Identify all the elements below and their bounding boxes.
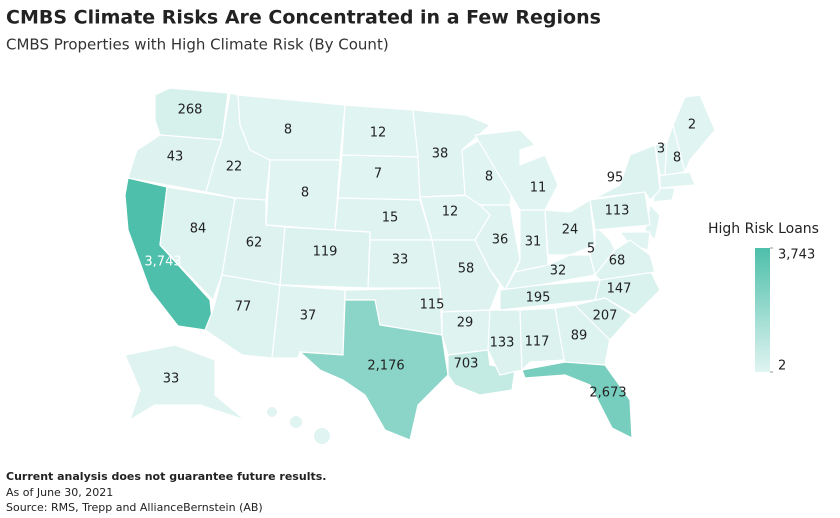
chart-title: CMBS Climate Risks Are Concentrated in a… xyxy=(6,7,601,29)
data-label: 8 xyxy=(284,123,292,138)
data-label: 207 xyxy=(593,309,618,324)
data-label: 8 xyxy=(301,186,309,201)
data-label: 12 xyxy=(442,205,459,220)
note: Current analysis does not guarantee futu… xyxy=(6,470,326,483)
state xyxy=(298,299,449,441)
data-label: 32 xyxy=(550,264,567,279)
state xyxy=(474,204,521,292)
island xyxy=(290,416,302,428)
data-label: 12 xyxy=(370,126,387,141)
data-label: 36 xyxy=(492,233,509,248)
data-label: 37 xyxy=(300,309,317,324)
data-label: 95 xyxy=(607,171,624,186)
legend-title: High Risk Loans xyxy=(708,221,819,237)
state xyxy=(589,223,616,277)
island xyxy=(267,407,277,417)
data-label: 703 xyxy=(454,357,479,372)
data-label: 117 xyxy=(525,335,550,350)
data-label: 22 xyxy=(226,160,243,175)
data-label: 29 xyxy=(457,316,474,331)
data-label: 15 xyxy=(382,211,399,226)
data-label: 113 xyxy=(605,204,630,219)
data-label: 7 xyxy=(374,167,382,182)
state xyxy=(474,129,559,211)
data-label: 2,673 xyxy=(589,386,626,401)
data-label: 115 xyxy=(420,298,445,313)
data-label: 43 xyxy=(167,150,184,165)
state xyxy=(672,94,716,174)
state xyxy=(554,304,611,366)
note: Source: RMS, Trepp and AllianceBernstein… xyxy=(6,501,263,514)
state-shape xyxy=(618,231,651,251)
colorbar-tick-label: 3,743 xyxy=(778,248,815,263)
state xyxy=(447,349,516,396)
colorbar-tick-label: 2 xyxy=(778,359,786,374)
state xyxy=(594,144,661,201)
data-label: 58 xyxy=(458,262,475,277)
data-label: 24 xyxy=(562,223,579,238)
labels: 268433,74384228862771193712715331152,176… xyxy=(144,103,696,401)
data-label: 89 xyxy=(571,329,588,344)
data-label: 11 xyxy=(530,181,547,196)
data-label: 147 xyxy=(607,282,632,297)
state xyxy=(521,361,633,439)
data-label: 84 xyxy=(190,222,207,237)
note: As of June 30, 2021 xyxy=(6,486,113,499)
data-label: 8 xyxy=(673,151,681,166)
unlabeled-states xyxy=(267,171,696,444)
data-label: 33 xyxy=(392,253,409,268)
data-label: 62 xyxy=(246,236,263,251)
colorbar xyxy=(755,248,770,372)
chart-subtitle: CMBS Properties with High Climate Risk (… xyxy=(6,36,389,54)
data-label: 68 xyxy=(609,254,626,269)
data-label: 119 xyxy=(313,245,338,260)
data-label: 133 xyxy=(490,336,515,351)
data-label: 77 xyxy=(235,300,252,315)
data-label: 268 xyxy=(178,103,203,118)
data-label: 2 xyxy=(688,118,696,133)
state xyxy=(487,309,523,376)
data-label: 31 xyxy=(525,235,542,250)
data-label: 38 xyxy=(432,147,449,162)
state xyxy=(124,344,246,422)
state xyxy=(519,307,566,372)
colorbar-ticks: 2 3,743 xyxy=(770,247,815,374)
data-label: 3 xyxy=(657,142,665,157)
data-label: 2,176 xyxy=(367,359,404,374)
data-label: 8 xyxy=(485,170,493,185)
data-label: 33 xyxy=(163,372,180,387)
data-label: 5 xyxy=(587,242,595,257)
data-label: 195 xyxy=(526,291,551,306)
states xyxy=(124,87,716,441)
island xyxy=(314,428,330,444)
data-label: 3,743 xyxy=(144,255,181,270)
